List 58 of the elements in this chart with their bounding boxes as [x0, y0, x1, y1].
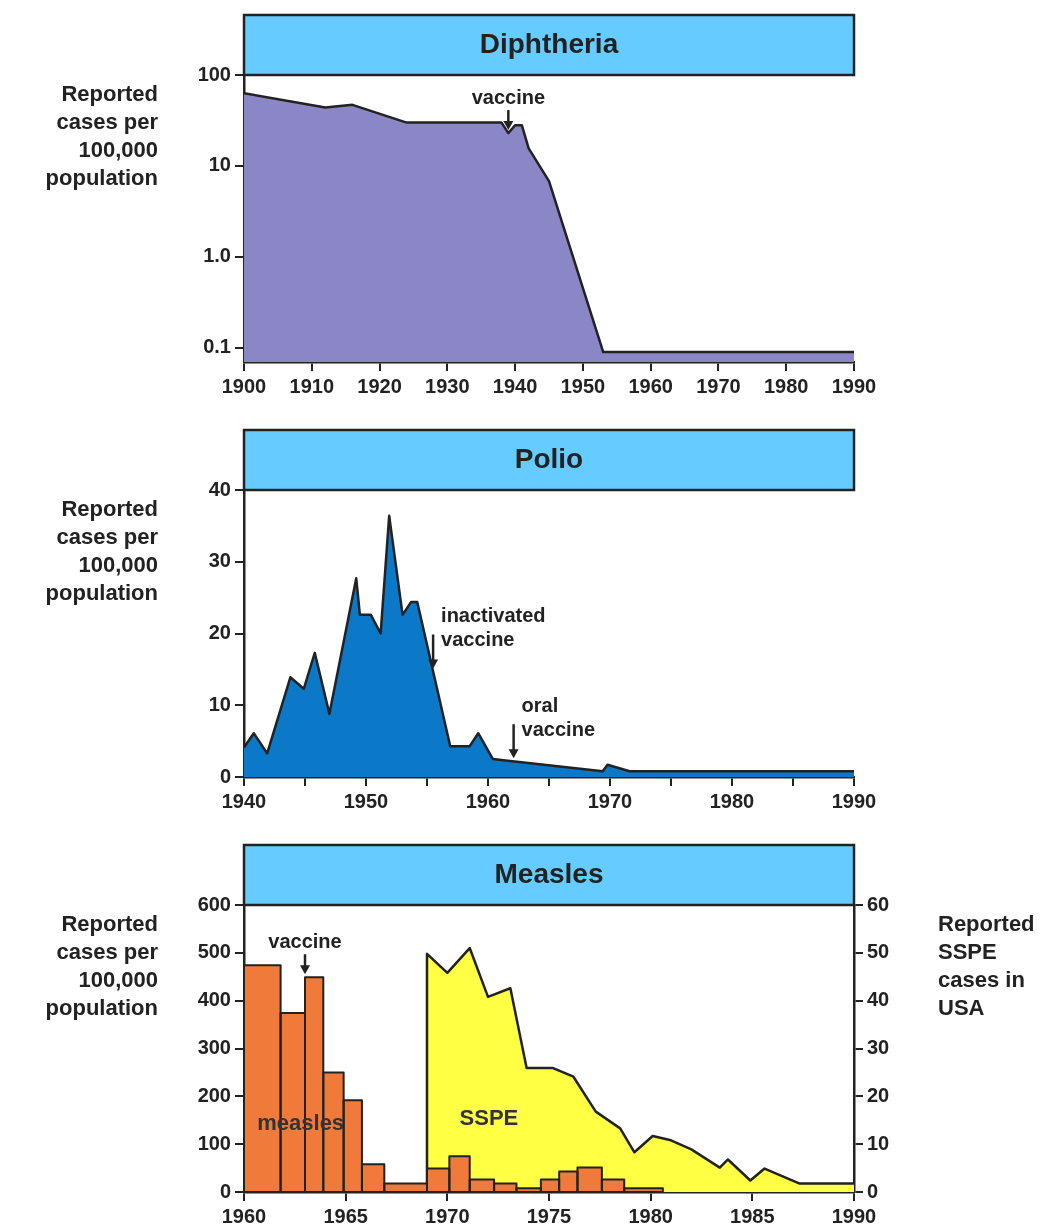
- annotation: inactivated vaccine: [441, 604, 546, 651]
- x-tick-label: 1990: [831, 789, 877, 812]
- x-tick-label: 1930: [425, 374, 470, 397]
- y-tick-label: 100: [197, 1131, 231, 1154]
- x-tick-label: 1960: [221, 1204, 267, 1227]
- y-tick-label: 20: [208, 621, 231, 644]
- y-tick-label: 400: [197, 988, 231, 1011]
- y-tick-label: 1.0: [203, 244, 231, 267]
- y-tick-label: 600: [197, 892, 231, 915]
- x-tick-label: 1990: [831, 374, 877, 397]
- y-tick-label: 10: [208, 692, 231, 715]
- y-tick-label: 0: [219, 764, 231, 787]
- annotation: vaccine: [471, 85, 546, 108]
- y-tick-label: 0: [219, 1179, 231, 1202]
- y2-tick-label: 10: [867, 1131, 890, 1154]
- x-tick-label: 1960: [465, 789, 511, 812]
- x-tick-label: 1975: [526, 1204, 572, 1227]
- annotation: vaccine: [268, 929, 342, 952]
- y-tick-label: 10: [208, 153, 231, 176]
- x-tick-label: 1950: [343, 789, 389, 812]
- series-label: SSPE: [459, 1104, 519, 1130]
- x-tick-label: 1910: [289, 374, 335, 397]
- annotation: oral vaccine: [521, 693, 596, 740]
- y-tick-label: 40: [208, 477, 231, 500]
- chart-title: Diphtheria: [479, 27, 619, 59]
- y-tick-label: 30: [208, 549, 231, 572]
- y2-tick-label: 30: [867, 1036, 890, 1059]
- y2-tick-label: 0: [867, 1179, 879, 1202]
- x-tick-label: 1985: [730, 1204, 775, 1227]
- x-tick-label: 1970: [425, 1204, 470, 1227]
- x-tick-label: 1970: [587, 789, 633, 812]
- x-tick-label: 1980: [628, 1204, 673, 1227]
- x-tick-label: 1965: [323, 1204, 368, 1227]
- y-tick-label: 300: [197, 1036, 231, 1059]
- x-tick-label: 1950: [560, 374, 606, 397]
- y-tick-label: 0.1: [203, 335, 231, 358]
- y2-tick-label: 40: [867, 988, 890, 1011]
- x-tick-label: 1980: [763, 374, 809, 397]
- x-tick-label: 1960: [628, 374, 673, 397]
- chart-title: Measles: [494, 857, 604, 889]
- x-tick-label: 1990: [831, 1204, 877, 1227]
- x-tick-label: 1920: [357, 374, 402, 397]
- y-axis-title: Reported cases per 100,000 population: [44, 910, 158, 1022]
- y-tick-label: 200: [197, 1083, 231, 1106]
- chart-title: Polio: [514, 442, 584, 474]
- y2-tick-label: 20: [867, 1083, 890, 1106]
- y2-tick-label: 60: [867, 892, 890, 915]
- x-tick-label: 1900: [221, 374, 267, 397]
- x-tick-label: 1940: [492, 374, 538, 397]
- y-tick-label: 500: [197, 940, 231, 963]
- y-tick-label: 100: [197, 62, 231, 85]
- y2-tick-label: 50: [867, 940, 890, 963]
- y2-axis-title: Reported SSPE cases in USA: [938, 910, 1036, 1022]
- x-tick-label: 1980: [709, 789, 755, 812]
- x-tick-label: 1940: [221, 789, 267, 812]
- x-tick-label: 1970: [696, 374, 741, 397]
- y-axis-title: Reported cases per 100,000 population: [44, 80, 158, 192]
- y-axis-title: Reported cases per 100,000 population: [44, 495, 158, 607]
